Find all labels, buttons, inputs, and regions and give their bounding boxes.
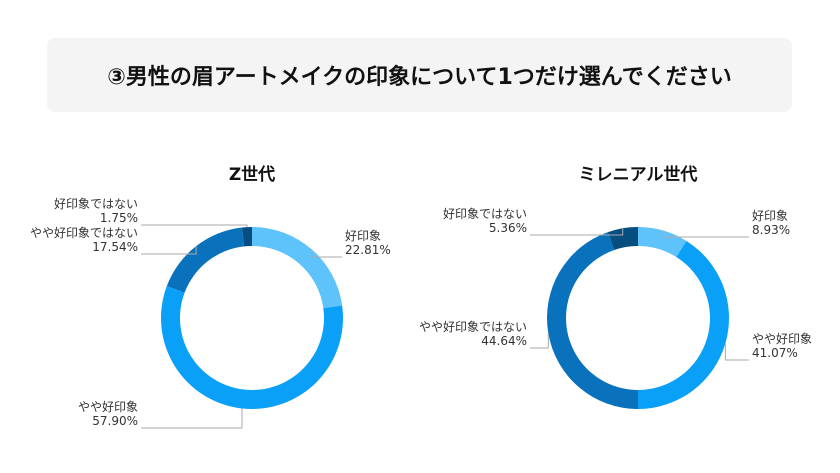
slice-category-label: 好印象ではない [54,197,138,211]
donut-slice [161,286,343,409]
slice-category-label: 好印象ではない [443,207,527,221]
label-leader-line [141,224,248,228]
donut-slice [166,227,245,293]
donut-slice [607,227,638,251]
chart-title: ミレニアル世代 [579,164,698,185]
donut-slice [242,227,252,247]
label-leader-line [662,230,749,238]
donut-slice [638,227,687,258]
slice-value-label: 41.07% [752,346,798,360]
label-leader-line [141,408,243,429]
slice-category-label: やや好印象ではない [419,320,527,334]
slice-category-label: やや好印象ではない [30,226,138,240]
slice-category-label: 好印象 [752,209,788,223]
slice-category-label: やや好印象 [78,400,138,414]
slice-value-label: 17.54% [92,240,138,254]
slice-category-label: やや好印象 [752,332,812,346]
slice-value-label: 8.93% [752,223,790,237]
slice-value-label: 44.64% [481,334,527,348]
donut-slice [638,240,729,409]
label-leader-line [530,228,624,236]
slice-value-label: 1.75% [100,211,138,225]
slice-category-label: 好印象 [345,229,381,243]
chart-title: Z世代 [229,164,275,185]
label-leader-line [141,246,197,255]
slice-value-label: 5.36% [489,221,527,235]
slice-value-label: 57.90% [92,414,138,428]
slice-value-label: 22.81% [345,243,391,257]
question-title-banner: ③男性の眉アートメイクの印象について1つだけ選んでください [47,38,792,112]
label-leader-line [724,343,749,361]
donut-slice [252,227,343,309]
donut-slice [547,232,638,409]
question-title: ③男性の眉アートメイクの印象について1つだけ選んでください [107,65,732,90]
label-leader-line [311,249,342,258]
label-leader-line [530,333,549,349]
